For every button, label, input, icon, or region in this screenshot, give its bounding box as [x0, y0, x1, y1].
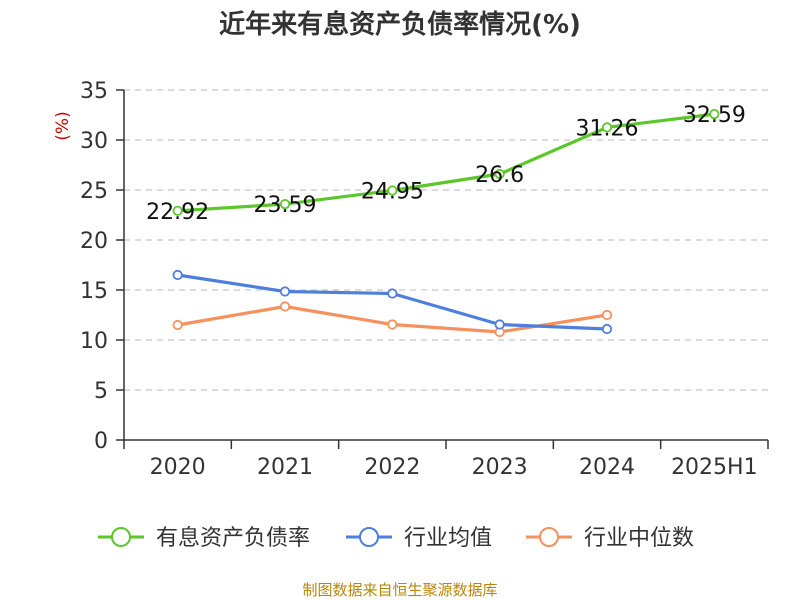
data-point	[494, 319, 505, 330]
x-tick-label: 2020	[150, 455, 206, 480]
x-tick-label: 2021	[257, 455, 313, 480]
legend-label: 行业均值	[404, 526, 492, 551]
data-label: 32.59	[683, 103, 746, 128]
y-axis-unit: (%)	[53, 111, 73, 140]
legend: 有息资产负债率 行业均值 行业中位数	[98, 526, 694, 551]
data-point	[601, 309, 613, 321]
y-tick-label: 30	[80, 129, 108, 154]
legend-swatch-marker	[359, 527, 379, 547]
x-tick-label: 2025H1	[671, 455, 758, 480]
data-point	[279, 301, 291, 312]
data-label: 31.26	[576, 116, 639, 141]
data-point	[279, 286, 291, 297]
y-tick-label: 0	[94, 429, 108, 454]
y-tick-label: 25	[80, 179, 108, 204]
series-line	[176, 112, 716, 213]
data-label: 26.6	[475, 163, 524, 188]
data-labels: 22.92 23.59 24.95 26.6 31.26 32.59	[146, 103, 746, 225]
data-label: 22.92	[146, 200, 209, 225]
data-point	[172, 269, 183, 281]
data-point	[172, 319, 183, 331]
x-tick-label: 2022	[364, 455, 420, 480]
data-point	[387, 288, 398, 299]
legend-label: 有息资产负债率	[156, 526, 310, 551]
y-tick-label: 35	[80, 79, 108, 104]
data-point	[601, 122, 613, 133]
legend-swatch-marker	[539, 527, 559, 547]
y-tick-label: 20	[80, 229, 108, 254]
data-label: 24.95	[361, 180, 424, 205]
data-point	[387, 319, 398, 330]
y-tick-label: 10	[80, 329, 108, 354]
chart-title: 近年来有息资产负债率情况(%)	[219, 9, 581, 40]
data-point	[709, 109, 720, 120]
data-point	[279, 199, 291, 210]
data-point	[494, 168, 505, 180]
data-point	[387, 185, 398, 196]
x-tick-label: 2024	[579, 455, 635, 480]
y-tick-label: 5	[94, 379, 108, 404]
axes: 0 5 10 15 20 25 30 35 2020 2021 2022 2023 2024 2025H1	[80, 79, 769, 480]
source-note: 制图数据来自恒生聚源数据库	[302, 581, 497, 599]
x-tick-label: 2023	[472, 455, 528, 480]
series-layer	[172, 109, 720, 338]
legend-label: 行业中位数	[584, 526, 694, 551]
data-point	[172, 205, 183, 216]
legend-swatch-marker	[111, 527, 131, 547]
data-point	[601, 323, 613, 335]
y-tick-label: 15	[80, 279, 108, 304]
data-label: 23.59	[254, 193, 317, 218]
grid-lines	[124, 89, 768, 391]
